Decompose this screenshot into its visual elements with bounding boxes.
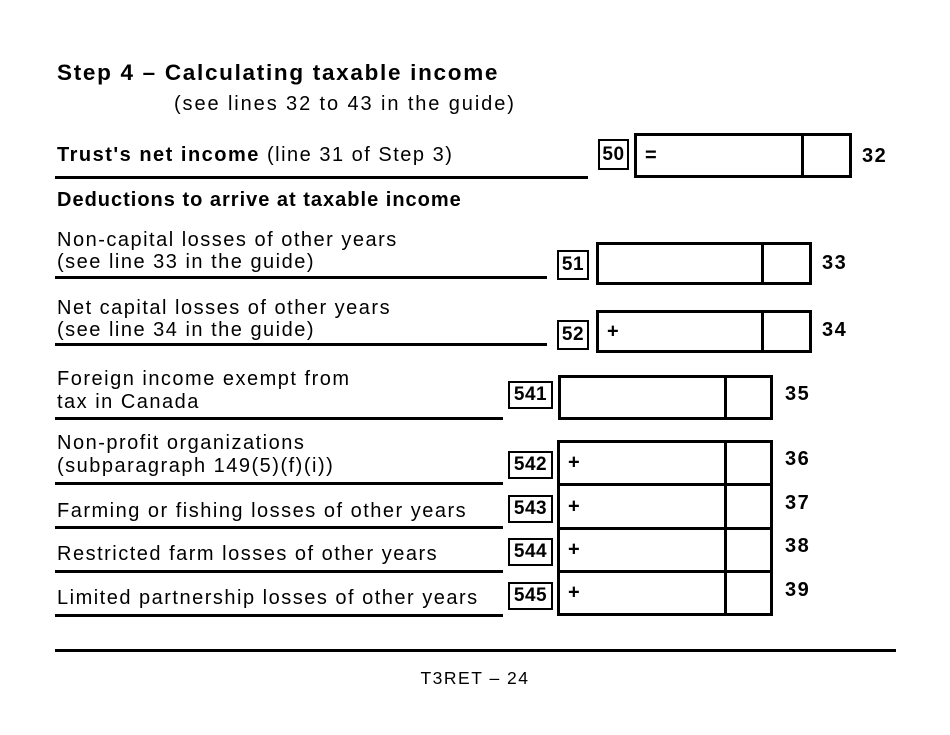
row-label: Restricted farm losses of other years: [57, 543, 439, 566]
amount-cents-input[interactable]: [801, 136, 849, 175]
field-code: 542: [513, 454, 548, 475]
label-underline: [55, 570, 503, 573]
amount-field: [596, 242, 812, 285]
row-label: Farming or fishing losses of other years: [57, 500, 468, 523]
field-code: 51: [561, 254, 585, 275]
amount-dollars-input[interactable]: [667, 136, 801, 175]
row-label-rest: (line 31 of Step 3): [259, 144, 454, 166]
label-underline: [55, 417, 503, 420]
field-code-box: 542: [508, 451, 553, 479]
field-code-box: 543: [508, 495, 553, 523]
field-code-box: 545: [508, 582, 553, 610]
line-number-text: 35: [785, 383, 811, 405]
equals-symbol: =: [645, 144, 657, 166]
field-code: 50: [602, 143, 625, 165]
page-title: Step 4 – Calculating taxable income: [57, 60, 500, 85]
amount-cents-input[interactable]: [761, 313, 809, 350]
amount-field: =: [634, 133, 852, 178]
line-number-text: 34: [822, 319, 848, 341]
amount-cents-input[interactable]: [724, 486, 770, 527]
row-label-line2: tax in Canada: [57, 391, 200, 413]
row-label: Limited partnership losses of other year…: [57, 587, 479, 610]
line-number: 33: [822, 252, 847, 275]
amount-field: +: [557, 570, 773, 616]
line-number: 38: [785, 535, 810, 558]
row-label: Non-profit organizations (subparagraph 1…: [57, 432, 334, 477]
amount-field: +: [557, 483, 773, 530]
line-number: 35: [785, 383, 810, 406]
plus-symbol: +: [568, 495, 580, 517]
line-number: 32: [862, 145, 887, 168]
line-number: 37: [785, 492, 810, 515]
label-underline: [55, 176, 588, 179]
amount-cents-input[interactable]: [761, 245, 809, 282]
row-label-line2: (see line 33 in the guide): [57, 250, 316, 273]
field-code-box: 51: [557, 250, 589, 280]
page-subtitle: (see lines 32 to 43 in the guide): [174, 93, 516, 115]
footer-page-id: T3RET – 24: [420, 668, 530, 688]
line-number-text: 33: [822, 252, 848, 274]
label-underline: [55, 526, 503, 529]
amount-cents-input[interactable]: [724, 443, 770, 483]
amount-field: +: [596, 310, 812, 353]
footer-divider: [55, 649, 896, 652]
field-code: 544: [513, 541, 548, 562]
plus-symbol: +: [568, 581, 580, 604]
row-label-line1: Farming or fishing losses of other years: [57, 500, 468, 522]
amount-field: +: [557, 527, 773, 573]
amount-dollars-input[interactable]: [590, 486, 722, 527]
label-underline: [55, 482, 503, 485]
amount-dollars-input[interactable]: [629, 245, 761, 282]
line-number-text: 32: [862, 145, 888, 167]
amount-dollars-input[interactable]: [590, 573, 722, 613]
line-number-text: 36: [785, 448, 811, 470]
field-code: 541: [513, 384, 548, 405]
amount-dollars-input[interactable]: [590, 530, 722, 570]
amount-field: +: [557, 440, 773, 486]
field-code-box: 544: [508, 538, 553, 566]
amount-cents-input[interactable]: [724, 378, 770, 417]
row-label: Foreign income exempt from tax in Canada: [57, 368, 351, 414]
row-label-line2: (see line 34 in the guide): [57, 318, 316, 341]
field-code: 52: [561, 324, 585, 345]
line-number-text: 37: [785, 492, 811, 514]
amount-field: [558, 375, 773, 420]
line-number: 34: [822, 319, 847, 342]
amount-cents-input[interactable]: [724, 573, 770, 613]
label-underline: [55, 614, 503, 617]
row-label: Trust's net income (line 31 of Step 3): [57, 144, 454, 167]
row-label-line2: (subparagraph 149(5)(f)(i)): [57, 454, 335, 477]
section-heading: Deductions to arrive at taxable income: [57, 189, 462, 211]
line-number-text: 39: [785, 579, 811, 601]
label-underline: [55, 343, 547, 346]
amount-cents-input[interactable]: [724, 530, 770, 570]
row-label-line1: Net capital losses of other years: [57, 297, 392, 319]
field-code: 545: [513, 585, 548, 606]
line-number: 36: [785, 448, 810, 471]
plus-symbol: +: [607, 320, 619, 342]
field-code: 543: [513, 498, 548, 519]
row-label-line1: Non-profit organizations: [57, 432, 306, 454]
field-code-box: 52: [557, 320, 589, 350]
row-label-line1: Restricted farm losses of other years: [57, 543, 439, 565]
row-label-line1: Non-capital losses of other years: [57, 229, 398, 251]
amount-dollars-input[interactable]: [590, 443, 722, 483]
plus-symbol: +: [568, 451, 580, 474]
line-number: 39: [785, 579, 810, 602]
amount-dollars-input[interactable]: [591, 378, 722, 417]
row-label: Non-capital losses of other years (see l…: [57, 229, 398, 273]
field-code-box: 541: [508, 381, 553, 409]
label-underline: [55, 276, 547, 279]
line-number-text: 38: [785, 535, 811, 557]
amount-dollars-input[interactable]: [629, 313, 761, 350]
row-label-bold: Trust's net income: [57, 144, 260, 166]
plus-symbol: +: [568, 538, 580, 561]
field-code-box: 50: [598, 139, 629, 170]
row-label: Net capital losses of other years (see l…: [57, 297, 392, 341]
row-label-line1: Foreign income exempt from: [57, 368, 351, 390]
row-label-line1: Limited partnership losses of other year…: [57, 587, 479, 609]
